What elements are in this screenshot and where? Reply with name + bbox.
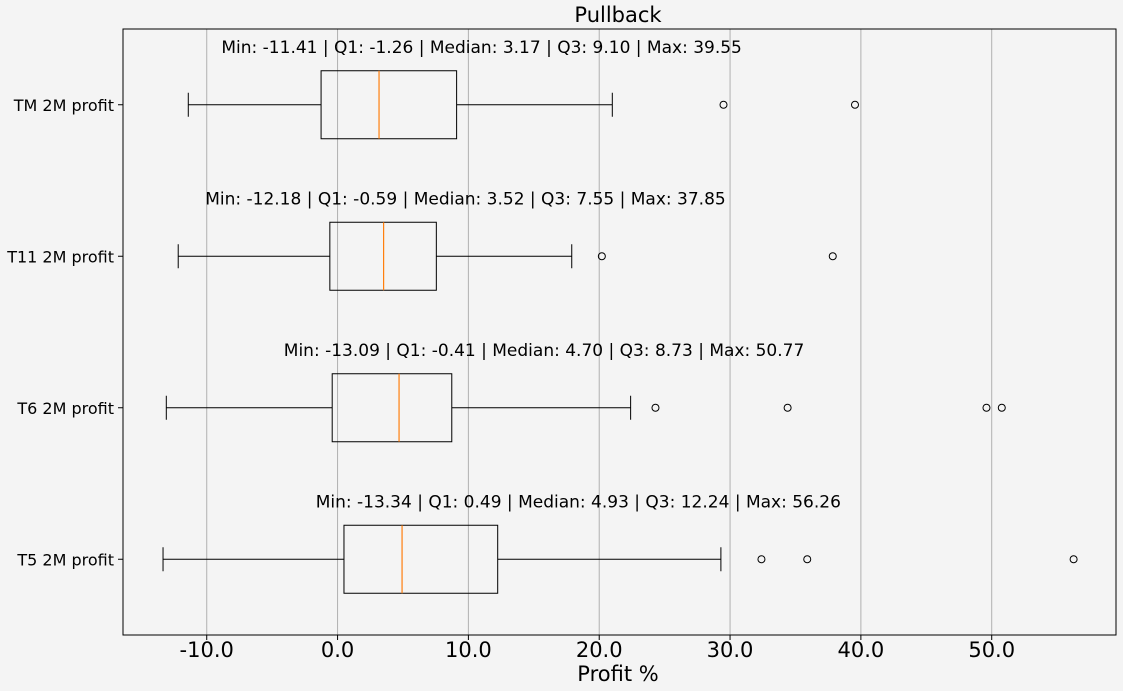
y-tick-label: TM 2M profit — [13, 96, 114, 115]
box-group: Min: -11.41 | Q1: -1.26 | Median: 3.17 |… — [187, 38, 859, 140]
x-tick-label: 30.0 — [707, 638, 754, 662]
outlier-point — [783, 403, 792, 412]
stats-annotation: Min: -11.41 | Q1: -1.26 | Median: 3.17 |… — [221, 38, 742, 58]
outlier-point — [597, 252, 606, 261]
iqr-box — [331, 373, 453, 443]
x-tick-label: 20.0 — [576, 638, 623, 662]
chart-title: Pullback — [574, 3, 662, 27]
iqr-box — [343, 524, 499, 594]
y-tick-label: T6 2M profit — [16, 399, 114, 418]
grid-lines — [206, 29, 993, 635]
x-tick-label: 50.0 — [968, 638, 1015, 662]
x-tick-label: 0.0 — [321, 638, 354, 662]
x-tick-label: -10.0 — [180, 638, 234, 662]
box-group: Min: -12.18 | Q1: -0.59 | Median: 3.52 |… — [177, 189, 837, 291]
outlier-point — [757, 555, 766, 564]
y-tick-label: T5 2M profit — [16, 550, 114, 569]
box-group: Min: -13.34 | Q1: 0.49 | Median: 4.93 | … — [162, 492, 1078, 594]
outlier-point — [803, 555, 812, 564]
outlier-point — [982, 403, 991, 412]
outlier-point — [828, 252, 837, 261]
stats-annotation: Min: -13.09 | Q1: -0.41 | Median: 4.70 |… — [284, 341, 805, 361]
outlier-point — [1069, 555, 1078, 564]
iqr-box — [320, 70, 458, 140]
x-tick-label: 10.0 — [445, 638, 492, 662]
stats-annotation: Min: -12.18 | Q1: -0.59 | Median: 3.52 |… — [205, 189, 726, 209]
y-tick-label: T11 2M profit — [6, 247, 114, 266]
y-axis: TM 2M profit T11 2M profit T6 2M profit T5 … — [6, 96, 123, 569]
outlier-point — [719, 100, 728, 109]
x-axis-label: Profit % — [577, 662, 658, 686]
outlier-point — [997, 403, 1006, 412]
outlier-point — [651, 403, 660, 412]
box-series: Min: -11.41 | Q1: -1.26 | Median: 3.17 |… — [162, 38, 1078, 594]
x-axis: -10.0 0.0 10.0 20.0 30.0 40.0 50.0 — [180, 635, 1015, 662]
outlier-point — [850, 100, 859, 109]
plot-frame — [122, 28, 1117, 636]
stats-annotation: Min: -13.34 | Q1: 0.49 | Median: 4.93 | … — [316, 492, 841, 512]
x-tick-label: 40.0 — [837, 638, 884, 662]
box-group: Min: -13.09 | Q1: -0.41 | Median: 4.70 |… — [165, 341, 1006, 443]
